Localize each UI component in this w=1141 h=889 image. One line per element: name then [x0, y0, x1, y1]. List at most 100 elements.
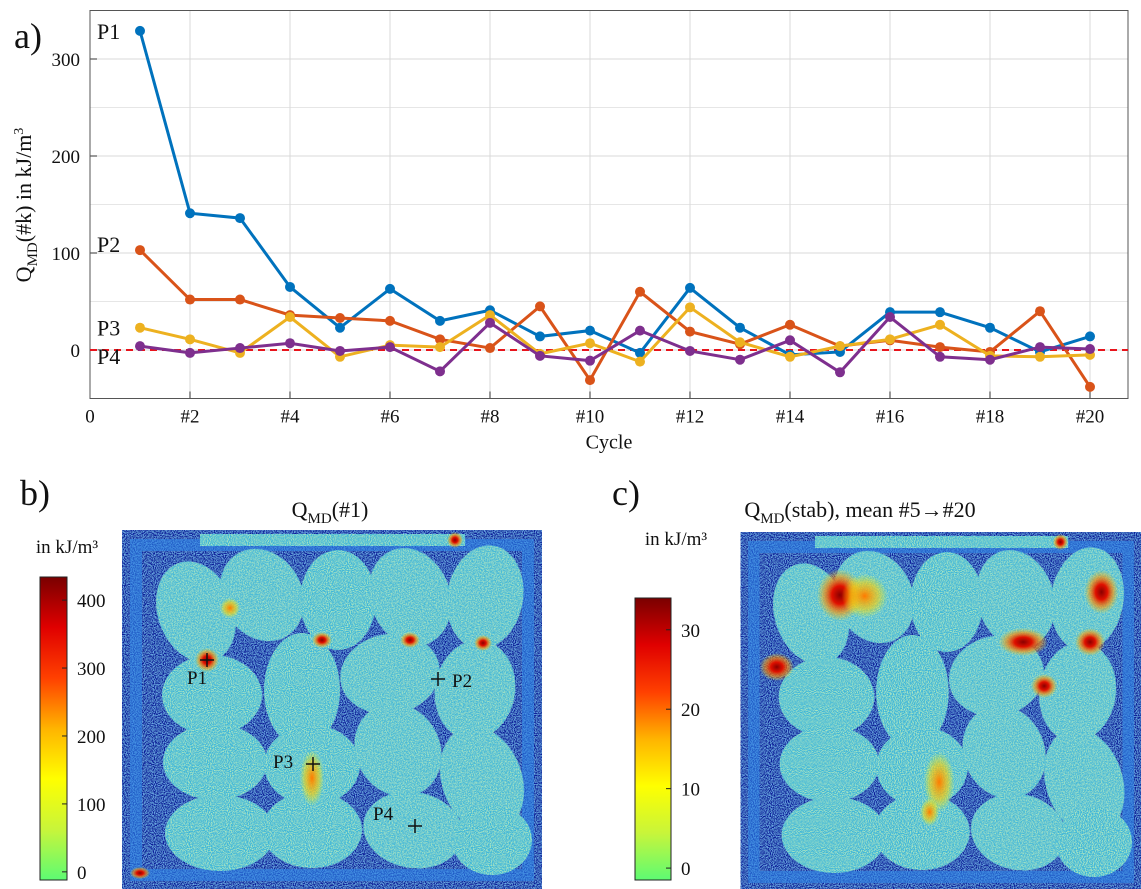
data-point: [685, 282, 695, 293]
particle: [1039, 642, 1117, 742]
colorbar-tick-label: 0: [681, 859, 691, 880]
hotspot: [998, 628, 1049, 656]
hotspot: [300, 750, 324, 806]
colorbar-tick-label: 10: [681, 780, 700, 801]
colorbar-label: in kJ/m³: [36, 537, 98, 558]
data-point: [935, 319, 945, 330]
title-subscript: MD: [308, 511, 332, 527]
data-point: [435, 334, 445, 345]
colorbar-tick-label: 20: [681, 700, 700, 721]
data-point: [135, 322, 145, 333]
y-label-text: (#k) in kJ/m: [11, 135, 36, 243]
data-point: [935, 342, 945, 353]
hotspot: [1074, 628, 1106, 656]
data-point: [1035, 342, 1045, 353]
data-point: [585, 375, 595, 386]
plot-frame: [89, 10, 1129, 399]
particle: [264, 633, 340, 747]
data-point: [1085, 331, 1095, 342]
x-tick-label: #8: [481, 407, 500, 428]
particle: [976, 550, 1055, 648]
data-point: [685, 345, 695, 356]
panel-title: QMD(stab), mean #5→#20: [744, 497, 975, 527]
data-point: [485, 317, 495, 328]
hotspot: [1030, 674, 1058, 698]
data-point: [135, 25, 145, 36]
colorbar: [39, 576, 68, 881]
x-tick-label: 0: [85, 407, 95, 428]
y-label-subscript: MD: [25, 242, 41, 266]
data-point: [885, 312, 895, 323]
x-tick-label: #20: [1076, 407, 1105, 428]
x-tick-label: #14: [776, 407, 805, 428]
data-point: [535, 331, 545, 342]
data-point: [185, 208, 195, 219]
series-line: [139, 305, 1091, 364]
particle: [970, 793, 1066, 871]
panel-label: c): [612, 473, 640, 513]
data-point: [1085, 344, 1095, 355]
particle: [446, 545, 524, 649]
y-tick-label: 200: [52, 147, 81, 168]
marker-cross: [200, 653, 214, 667]
data-point: [635, 325, 645, 336]
marker-cross: [306, 757, 320, 771]
data-point: [435, 315, 445, 326]
particle: [354, 703, 442, 797]
data-point: [735, 354, 745, 365]
data-point: [685, 326, 695, 337]
hotspot: [130, 867, 150, 879]
panel-title: QMD(#1): [292, 497, 369, 527]
hotspot: [1052, 534, 1069, 550]
particle: [340, 633, 440, 715]
hotspot: [447, 532, 463, 548]
hotspot: [1084, 570, 1119, 614]
data-point: [235, 294, 245, 305]
data-point: [385, 315, 395, 326]
hotspot: [920, 798, 940, 826]
title-text: (stab), mean #5→#20: [784, 497, 975, 522]
x-axis-label: Cycle: [586, 432, 633, 454]
series-label: P3: [97, 316, 120, 341]
data-point: [385, 342, 395, 353]
data-point: [135, 341, 145, 352]
y-label-symbol: Q: [11, 266, 36, 282]
data-point: [685, 302, 695, 313]
x-tick-label: #4: [281, 407, 301, 428]
y-tick-label: 100: [52, 244, 81, 265]
data-point: [785, 319, 795, 330]
colorbar-tick-label: 200: [77, 727, 106, 748]
hotspot: [759, 653, 794, 681]
particle: [910, 552, 984, 652]
data-point: [785, 335, 795, 346]
panel-label: a): [14, 16, 42, 56]
particle: [876, 635, 949, 749]
particle: [163, 724, 267, 800]
particle: [156, 561, 236, 663]
colorbar-label: in kJ/m³: [645, 529, 707, 550]
marker-cross: [431, 672, 445, 686]
data-point: [1085, 381, 1095, 392]
particle: [779, 726, 879, 802]
data-point: [535, 301, 545, 312]
data-point: [585, 355, 595, 366]
hotspot: [923, 752, 955, 812]
y-tick-label: 300: [52, 50, 81, 71]
hotspot: [841, 574, 888, 618]
series-label: P2: [97, 232, 120, 257]
colorbar-tick-label: 30: [681, 621, 700, 642]
particle: [1055, 807, 1133, 877]
particle: [162, 655, 262, 735]
particle: [165, 795, 275, 871]
data-point: [835, 341, 845, 352]
marker-cross: [408, 819, 422, 833]
y-tick-label: 0: [71, 341, 81, 362]
data-point: [635, 356, 645, 367]
data-point: [235, 343, 245, 354]
data-point: [635, 347, 645, 358]
particle: [778, 657, 875, 737]
particle: [452, 805, 532, 875]
data-point: [485, 310, 495, 321]
